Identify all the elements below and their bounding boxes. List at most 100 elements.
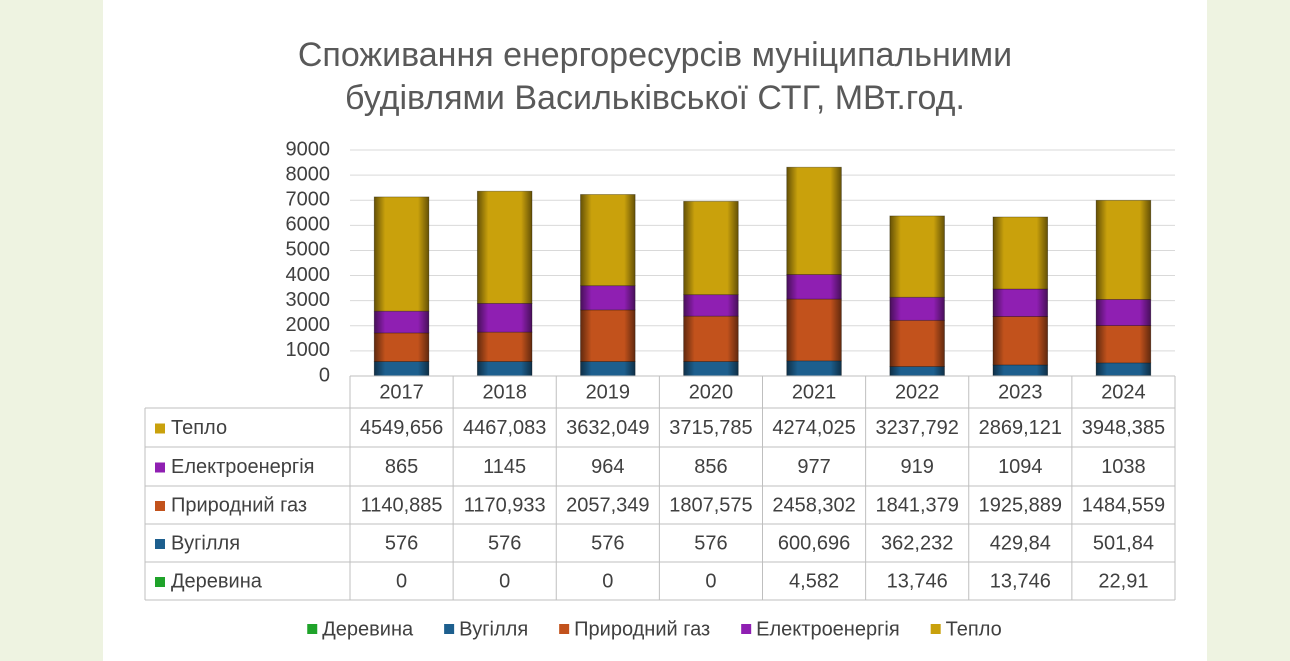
table-cell: 576 [385, 532, 418, 554]
table-cell: 429,84 [990, 532, 1051, 554]
legend-label: Тепло [946, 618, 1002, 640]
legend-label: Вугілля [459, 618, 528, 640]
bar-shade [1096, 362, 1151, 376]
bar-shade [786, 299, 842, 361]
table-cell: 4274,025 [772, 417, 855, 439]
x-tick-label: 2020 [689, 381, 734, 403]
bar-shade [374, 361, 429, 376]
table-cell: 576 [488, 532, 521, 554]
table-cell: 576 [694, 532, 727, 554]
table-cell: 865 [385, 456, 418, 478]
table-cell: 1925,889 [979, 494, 1062, 516]
table-cell: 964 [591, 456, 624, 478]
table-row-label: Електроенергія [171, 456, 315, 478]
bar-shade [580, 361, 636, 376]
bar-shade [683, 316, 739, 362]
table-cell: 1484,559 [1082, 494, 1165, 516]
bar-shade [683, 294, 739, 317]
y-tick-label: 9000 [286, 138, 331, 160]
bar-shade [889, 366, 945, 376]
table-cell: 1140,885 [361, 494, 443, 516]
table-cell: 4467,083 [463, 417, 546, 439]
table-cell: 1807,575 [669, 494, 752, 516]
table-cell: 3948,385 [1082, 417, 1165, 439]
legend-key [155, 423, 165, 434]
legend-key [559, 624, 570, 634]
legend-key [741, 624, 752, 634]
bar-shade [374, 311, 429, 333]
bar-shade [374, 332, 429, 362]
table-row-label: Природний газ [171, 494, 307, 516]
y-tick-label: 5000 [286, 239, 331, 261]
x-tick-label: 2021 [792, 381, 837, 403]
legend-key [155, 539, 165, 549]
y-tick-label: 8000 [286, 163, 331, 185]
table-cell: 977 [797, 456, 830, 478]
table-cell: 1145 [483, 456, 526, 478]
table-cell: 0 [705, 570, 716, 592]
bar-shade [580, 194, 636, 286]
bar-shade [580, 309, 636, 362]
bar-shade [477, 303, 533, 333]
table-cell: 0 [499, 570, 510, 592]
bar-shade [1096, 200, 1151, 300]
side-panel [0, 0, 103, 661]
table-cell: 1094 [998, 456, 1043, 478]
table-cell: 3715,785 [669, 417, 752, 439]
bar-shade [992, 316, 1048, 365]
table-cell: 1038 [1101, 456, 1146, 478]
bar-shade [683, 361, 739, 376]
table-cell: 13,746 [887, 570, 948, 592]
bar-shade [889, 215, 945, 298]
table-cell: 2869,121 [979, 417, 1062, 439]
table-cell: 0 [396, 570, 407, 592]
table-cell: 362,232 [881, 532, 953, 554]
table-row-label: Деревина [171, 570, 263, 592]
bar-shade [889, 320, 945, 367]
table-cell: 4,582 [789, 570, 839, 592]
table-cell: 3632,049 [566, 417, 649, 439]
bar-shade [1096, 299, 1151, 326]
bar-shade [786, 274, 842, 300]
y-tick-label: 2000 [286, 314, 331, 336]
table-cell: 600,696 [778, 532, 850, 554]
x-tick-label: 2019 [586, 381, 631, 403]
x-tick-label: 2018 [482, 381, 527, 403]
table-cell: 13,746 [990, 570, 1051, 592]
y-tick-label: 1000 [286, 339, 331, 361]
legend-key [444, 624, 455, 634]
bar-shade [889, 297, 945, 321]
bar-shade [992, 289, 1048, 317]
table-cell: 501,84 [1093, 532, 1154, 554]
bar-shade [374, 196, 429, 312]
y-tick-label: 3000 [286, 289, 331, 311]
x-tick-label: 2017 [379, 381, 424, 403]
table-cell: 1170,933 [464, 494, 546, 516]
table-cell: 22,91 [1098, 570, 1148, 592]
y-tick-label: 4000 [286, 264, 331, 286]
table-row-label: Тепло [171, 417, 227, 439]
table-cell: 2458,302 [772, 494, 855, 516]
y-tick-label: 7000 [286, 189, 331, 211]
table-cell: 576 [591, 532, 624, 554]
table-cell: 919 [901, 456, 934, 478]
legend-key [155, 577, 165, 587]
table-cell: 0 [602, 570, 613, 592]
table-cell: 1841,379 [875, 494, 958, 516]
legend-key [155, 462, 165, 473]
table-cell: 4549,656 [360, 417, 443, 439]
legend-label: Електроенергія [756, 618, 900, 640]
legend-label: Деревина [322, 618, 414, 640]
legend-key [307, 624, 318, 634]
bar-shade [477, 191, 533, 304]
legend-key [930, 624, 941, 634]
legend-label: Природний газ [574, 618, 710, 640]
side-panel [1207, 0, 1290, 661]
bar-shade [786, 167, 842, 275]
x-tick-label: 2023 [998, 381, 1043, 403]
bar-shade [786, 360, 842, 376]
x-tick-label: 2022 [895, 381, 940, 403]
chart-title: Споживання енергоресурсів муніципальними… [298, 36, 1012, 117]
legend-key [155, 501, 165, 511]
